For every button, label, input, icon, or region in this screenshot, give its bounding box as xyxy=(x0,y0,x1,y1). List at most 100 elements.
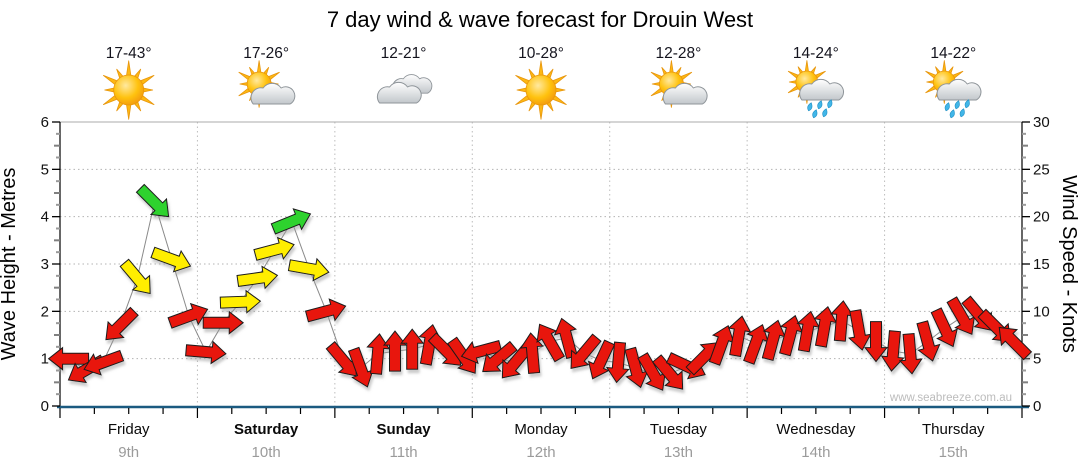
wind-arrow xyxy=(847,309,872,351)
page-title: 7 day wind & wave forecast for Drouin We… xyxy=(327,7,753,32)
wind-arrow xyxy=(482,340,518,373)
day-column-monday: 10-28° Monday 12th xyxy=(514,45,568,461)
wind-arrow xyxy=(830,300,855,342)
wind-speed-tick-label: 30 xyxy=(1033,114,1050,131)
raindrop-shape xyxy=(812,109,818,119)
wind-arrow xyxy=(898,332,923,375)
wave-height-tick-label: 0 xyxy=(41,398,49,415)
wind-arrow xyxy=(708,324,735,366)
wind-arrow xyxy=(150,246,192,273)
raindrop-shape xyxy=(807,102,813,112)
temperature-range-label: 10-28° xyxy=(518,45,564,62)
cloudy-icon xyxy=(376,74,433,104)
wind-arrow xyxy=(605,341,630,384)
wind-arrow xyxy=(743,323,769,365)
wind-arrow xyxy=(637,352,666,391)
raindrop-shape xyxy=(822,108,828,118)
cloud-shape xyxy=(250,82,296,105)
wind-arrow xyxy=(863,321,889,363)
cloud-shape xyxy=(662,82,708,105)
day-name-label: Tuesday xyxy=(650,421,707,438)
wind-arrow xyxy=(519,332,544,374)
wind-arrow xyxy=(119,258,151,295)
cloud-shape xyxy=(936,78,982,101)
day-column-sunday: 12-21° Sunday 11th xyxy=(376,45,433,461)
raindrop-shape xyxy=(817,100,823,110)
raindrop-shape xyxy=(827,99,833,109)
wind-arrow xyxy=(270,208,312,235)
wind-arrow xyxy=(553,317,578,360)
wind-arrow xyxy=(536,323,566,363)
wind-arrow xyxy=(727,315,752,358)
wind-arrow xyxy=(135,183,170,218)
wind-arrow xyxy=(796,310,821,353)
wind-speed-tick-label: 15 xyxy=(1033,256,1050,273)
day-date-label: 12th xyxy=(526,444,555,461)
wave-height-tick-label: 6 xyxy=(41,114,49,131)
day-column-saturday: 17-26° Saturday 10th xyxy=(234,45,299,461)
wind-arrow xyxy=(253,236,295,261)
wind-speed-tick-label: 25 xyxy=(1033,161,1050,178)
wind-arrow xyxy=(930,307,958,348)
temperature-range-label: 12-21° xyxy=(381,45,427,62)
wind-arrow xyxy=(304,298,347,323)
raindrop-shape xyxy=(944,102,950,112)
partly-cloudy-icon xyxy=(238,60,296,108)
wind-speed-tick-label: 5 xyxy=(1033,351,1041,368)
sun-shape xyxy=(515,60,567,120)
day-date-label: 14th xyxy=(801,444,830,461)
day-date-label: 13th xyxy=(664,444,693,461)
wind-arrow xyxy=(570,333,602,369)
cloud-shape xyxy=(376,81,422,104)
day-date-label: 15th xyxy=(939,444,968,461)
temperature-range-label: 17-26° xyxy=(243,45,289,62)
sun-shape xyxy=(103,60,155,120)
sun-disc xyxy=(525,74,557,106)
wind-arrow xyxy=(366,333,391,375)
sunny-icon xyxy=(515,60,567,120)
day-date-label: 10th xyxy=(252,444,281,461)
y-axis-ticks: 0 01 52 103 154 205 256 30 xyxy=(41,114,1050,415)
wave-height-tick-label: 3 xyxy=(41,256,49,273)
wave-height-tick-label: 1 xyxy=(41,351,49,368)
raindrop-shape xyxy=(954,100,960,110)
wave-height-tick-label: 4 xyxy=(41,209,49,226)
wind-arrow xyxy=(998,326,1033,361)
temperature-range-label: 14-22° xyxy=(930,45,976,62)
x-axis-ticks xyxy=(59,408,1023,418)
wind-arrow xyxy=(219,289,262,314)
wind-speed-tick-label: 0 xyxy=(1033,398,1041,415)
wind-arrow xyxy=(880,330,905,372)
cloud-shape xyxy=(799,78,845,101)
wind-arrow xyxy=(347,346,374,388)
day-column-wednesday: 14-24° Wednesday 14th xyxy=(776,45,855,461)
day-date-label: 9th xyxy=(118,444,139,461)
wind-arrow xyxy=(382,330,408,372)
sun-showers-icon xyxy=(925,60,982,119)
wind-arrow xyxy=(652,354,684,390)
day-name-label: Friday xyxy=(108,421,150,438)
day-column-thursday: 14-22° Thursday 15th xyxy=(922,45,985,461)
wind-arrow xyxy=(761,319,786,362)
wave-height-tick-label: 2 xyxy=(41,303,49,320)
day-name-label: Thursday xyxy=(922,421,985,438)
wind-arrow xyxy=(202,310,245,335)
sunny-icon xyxy=(103,60,155,120)
day-name-label: Wednesday xyxy=(776,421,855,438)
wind-speed-axis-title: Wind Speed - Knots xyxy=(1058,175,1080,353)
watermark: www.seabreeze.com.au xyxy=(889,392,1012,404)
wind-speed-tick-label: 20 xyxy=(1033,209,1050,226)
day-name-label: Sunday xyxy=(376,421,431,438)
wind-arrow xyxy=(946,296,976,336)
gridlines xyxy=(60,122,1022,406)
wind-arrow xyxy=(400,328,425,370)
sun-disc xyxy=(113,74,145,106)
day-name-label: Saturday xyxy=(234,421,299,438)
wind-arrow xyxy=(83,349,125,376)
wind-arrow xyxy=(587,339,616,380)
sun-showers-icon xyxy=(787,60,845,119)
wind-speed-tick-label: 10 xyxy=(1033,303,1050,320)
wind-arrow xyxy=(624,346,649,389)
